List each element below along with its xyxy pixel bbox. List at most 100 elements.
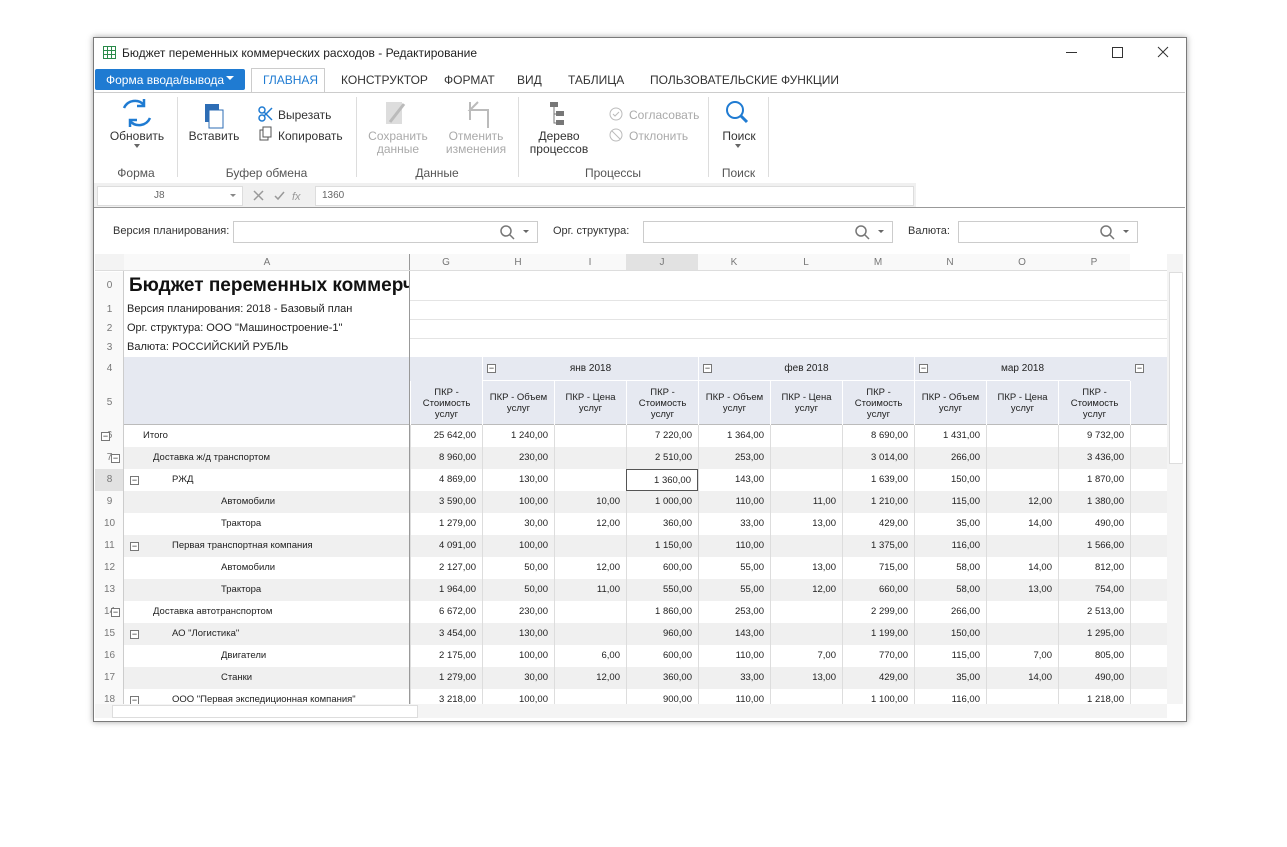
measure-header: ПКР - Объем услуг — [698, 381, 770, 425]
column-letter: H — [482, 254, 554, 271]
measure-header: ПКР - Цена услуг — [770, 381, 842, 425]
data-cell: 55,00 — [698, 557, 770, 579]
file-button[interactable] — [95, 69, 245, 90]
data-cell — [770, 623, 842, 645]
data-cell: 1 279,00 — [410, 513, 482, 535]
formula-input[interactable] — [315, 186, 914, 206]
data-cell: 115,00 — [914, 491, 986, 513]
button-label[interactable]: Поиск — [722, 129, 756, 143]
button-label[interactable]: Копировать — [278, 129, 343, 143]
data-cell: 12,00 — [554, 667, 626, 689]
group-label: Процессы — [584, 166, 641, 180]
filter-label: Орг. структура: — [553, 225, 630, 237]
column-letter: K — [698, 254, 770, 271]
grid-line — [1130, 513, 1131, 535]
tab[interactable]: ТАБЛИЦА — [568, 73, 625, 87]
button-label[interactable]: Дерево процессов — [529, 129, 589, 156]
data-cell: 900,00 — [626, 689, 698, 704]
cell-name-box[interactable] — [97, 186, 243, 206]
scroll-thumb[interactable] — [1169, 272, 1183, 464]
data-cell: 30,00 — [482, 513, 554, 535]
info-text: Орг. структура: ООО "Машиностроение-1" — [127, 322, 343, 334]
row-number: 13 — [95, 579, 124, 601]
separator — [708, 97, 709, 177]
data-cell — [554, 623, 626, 645]
grid-line — [1130, 645, 1131, 667]
data-cell — [554, 535, 626, 557]
data-cell: 8 960,00 — [410, 447, 482, 469]
tab[interactable]: ФОРМАТ — [444, 73, 495, 87]
button-label[interactable]: Вставить — [188, 129, 240, 143]
row-label: Итого — [143, 430, 168, 441]
row-number: 10 — [95, 513, 124, 535]
data-cell: 110,00 — [698, 535, 770, 557]
grid-line — [1130, 601, 1131, 623]
spreadsheet[interactable]: AGHIJKLMNOP0123456789101112131415161718Б… — [95, 254, 1167, 704]
row-number: 17 — [95, 667, 124, 689]
filter-input[interactable] — [233, 221, 538, 243]
data-cell: 150,00 — [914, 623, 986, 645]
data-cell: 429,00 — [842, 513, 914, 535]
row-background — [124, 425, 1167, 447]
measure-header: ПКР - Объем услуг — [482, 381, 554, 425]
data-cell: 12,00 — [986, 491, 1058, 513]
data-cell: 100,00 — [482, 645, 554, 667]
data-cell: 8 690,00 — [842, 425, 914, 447]
group-label: Данные — [415, 166, 459, 180]
header-block — [410, 357, 1167, 425]
data-cell: 1 964,00 — [410, 579, 482, 601]
tab[interactable]: КОНСТРУКТОР — [341, 73, 428, 87]
separator — [177, 97, 178, 177]
row-number: 4 — [95, 357, 124, 381]
data-cell: 1 639,00 — [842, 469, 914, 491]
tab[interactable]: ВИД — [517, 73, 542, 87]
data-cell: 600,00 — [626, 645, 698, 667]
file-button-label[interactable]: Форма ввода/вывода — [106, 73, 225, 87]
ribbon-icons — [122, 99, 749, 148]
data-cell: 1 375,00 — [842, 535, 914, 557]
data-cell: 754,00 — [1058, 579, 1130, 601]
data-cell: 1 870,00 — [1058, 469, 1130, 491]
group-label: Буфер обмена — [225, 166, 308, 180]
data-cell: 35,00 — [914, 667, 986, 689]
button-label[interactable]: Обновить — [109, 129, 165, 143]
window-controls[interactable] — [1060, 44, 1175, 60]
data-cell: 2 127,00 — [410, 557, 482, 579]
data-cell: 660,00 — [842, 579, 914, 601]
data-cell: 429,00 — [842, 667, 914, 689]
svg-text:fx: fx — [292, 191, 301, 202]
grid-line — [1130, 667, 1131, 689]
scroll-thumb[interactable] — [112, 705, 418, 718]
data-cell: 1 100,00 — [842, 689, 914, 704]
month-header: янв 2018 — [482, 357, 698, 381]
tab[interactable]: ГЛАВНАЯ — [263, 73, 319, 87]
data-cell: 14,00 — [986, 667, 1058, 689]
selected-cell[interactable]: 1 360,00 — [626, 469, 698, 491]
row-number: 3 — [95, 338, 124, 357]
filter-input[interactable] — [643, 221, 893, 243]
row-number: 8 — [95, 469, 124, 491]
data-cell: 35,00 — [914, 513, 986, 535]
data-cell — [770, 689, 842, 704]
collapse-box: − — [101, 432, 110, 441]
row-background — [124, 579, 1167, 601]
header-block — [124, 357, 410, 425]
dropdown-arrow — [226, 76, 234, 80]
data-cell: 812,00 — [1058, 557, 1130, 579]
data-cell — [554, 689, 626, 704]
measure-header: ПКР - Стоимость услуг — [626, 381, 698, 425]
data-cell: 1 279,00 — [410, 667, 482, 689]
data-cell: 1 199,00 — [842, 623, 914, 645]
collapse-box: − — [919, 364, 928, 373]
tab[interactable]: ПОЛЬЗОВАТЕЛЬСКИЕ ФУНКЦИИ — [650, 73, 839, 87]
divider — [94, 207, 1185, 208]
button-label[interactable]: Вырезать — [278, 108, 332, 122]
data-cell: 116,00 — [914, 689, 986, 704]
ribbon-border — [94, 92, 1185, 93]
row-label: ООО "Первая экспедиционная компания" — [172, 694, 356, 704]
filter-input[interactable] — [958, 221, 1138, 243]
data-cell: 11,00 — [770, 491, 842, 513]
button-label: Согласовать — [629, 108, 700, 122]
data-cell: 3 218,00 — [410, 689, 482, 704]
active-tab[interactable] — [251, 68, 325, 93]
